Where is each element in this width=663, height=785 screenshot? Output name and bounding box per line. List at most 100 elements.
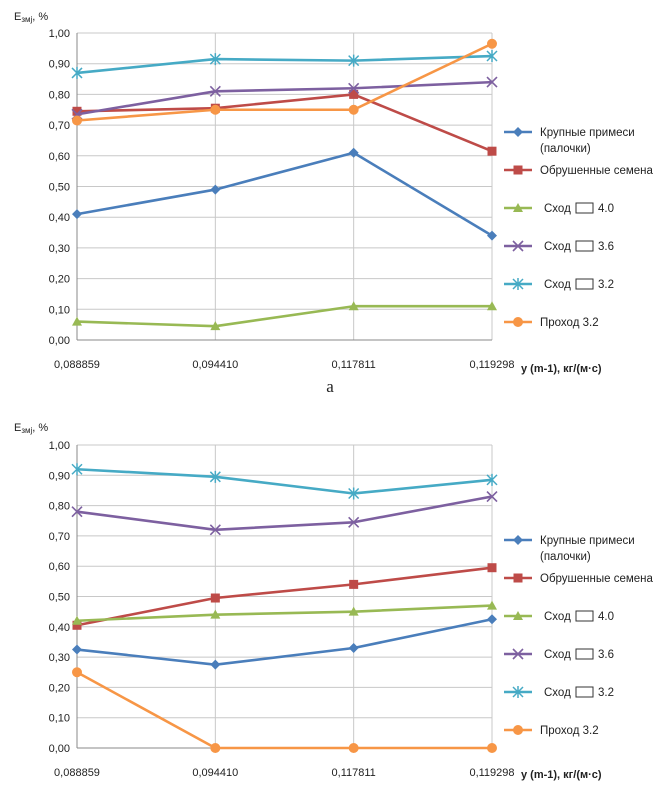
y-tick-label: 0,70: [49, 531, 70, 543]
data-point: [348, 104, 359, 115]
legend-label: Обрушенные семена: [540, 165, 654, 177]
series-6: [72, 38, 497, 126]
y-tick-label: 0,90: [49, 59, 70, 71]
legend-swatch-marker: [513, 317, 523, 327]
y-tick-label: 0,50: [49, 592, 70, 604]
series-4: [71, 490, 498, 536]
y-tick-label: 0,60: [49, 151, 70, 163]
data-point: [210, 743, 221, 753]
series-line: [76, 566, 493, 627]
x-axis-label: y (m-1), кг/(м·с): [521, 769, 602, 781]
series-line: [76, 304, 492, 328]
series-line: [76, 671, 492, 750]
legend-box-glyph: [575, 686, 594, 698]
legend-item: Крупные примеси (палочки): [504, 535, 635, 563]
data-point: [71, 66, 83, 79]
legend-box-glyph: [575, 610, 594, 622]
legend-swatch-marker: [512, 278, 524, 290]
legend-item: Обрушенные семена: [504, 165, 654, 177]
data-point: [72, 667, 82, 678]
data-point: [487, 230, 497, 241]
legend-item: Сход 4.0: [504, 610, 614, 623]
legend-label: Сход: [544, 203, 571, 215]
data-point: [348, 301, 359, 311]
y-tick-label: 0,00: [49, 335, 70, 347]
series-2: [72, 89, 497, 156]
data-point: [486, 473, 498, 486]
x-tick-label: 0,117811: [332, 767, 376, 779]
data-point: [209, 85, 221, 97]
data-point: [348, 147, 359, 158]
legend-label-line2: (палочки): [540, 551, 591, 563]
legend-label-suffix: 4.0: [598, 611, 614, 623]
legend-label-suffix: 4.0: [598, 203, 614, 215]
data-point: [486, 490, 498, 503]
data-point: [348, 743, 359, 753]
legend-swatch-marker: [513, 535, 523, 545]
data-point: [348, 516, 360, 528]
data-point: [210, 659, 221, 670]
data-point: [210, 609, 221, 619]
series-line: [76, 80, 493, 116]
legend-item: Крупные примеси (палочки): [504, 127, 635, 155]
y-tick-label: 0,80: [49, 501, 70, 513]
series-line: [76, 604, 493, 623]
y-tick-label: 0,40: [49, 212, 70, 224]
x-tick-label: 0,117811: [332, 359, 376, 371]
x-tick-label: 0,119298: [469, 767, 514, 779]
data-point: [487, 301, 497, 311]
data-point: [349, 579, 359, 589]
data-point: [72, 644, 82, 655]
y-tick-label: 0,20: [49, 682, 70, 694]
legend-label: Сход: [544, 279, 571, 291]
data-point: [72, 316, 82, 326]
data-point: [348, 82, 360, 94]
series-5: [71, 50, 498, 79]
data-point: [209, 470, 221, 483]
legend: Крупные примеси (палочки) Обрушенные семен…: [504, 127, 654, 329]
legend-label-suffix: 3.6: [598, 241, 614, 253]
series-3: [72, 301, 497, 331]
x-tick-label: 0,119298: [469, 359, 514, 371]
legend-label: Сход: [544, 687, 571, 699]
series-line: [76, 42, 493, 122]
y-tick-label: 0,30: [49, 652, 70, 664]
data-point: [349, 89, 359, 99]
data-point: [487, 38, 497, 49]
data-point: [209, 53, 221, 66]
data-point: [72, 620, 82, 630]
legend-label: Сход: [544, 241, 571, 253]
series-1: [72, 147, 497, 241]
y-tick-label: 0,30: [49, 243, 70, 255]
data-point: [72, 106, 82, 116]
series-line: [76, 93, 493, 153]
legend: Крупные примеси (палочки) Обрушенные семен…: [504, 535, 654, 737]
chart-caption: а: [326, 377, 334, 396]
legend-swatch-marker: [513, 127, 523, 137]
legend-box-glyph: [575, 240, 594, 252]
data-point: [71, 506, 83, 518]
data-point: [487, 600, 497, 610]
series-2: [72, 563, 497, 630]
legend-swatch-marker: [512, 648, 524, 660]
chart-1: 0,00 0,10 0,20 0,30 0,40 0,50 0,60 0,70 0,80 0,90…: [14, 11, 654, 396]
legend-label-suffix: 3.2: [598, 687, 614, 699]
data-point: [210, 593, 220, 603]
x-tick-label: 0,088859: [54, 359, 100, 371]
y-tick-label: 0,40: [49, 622, 70, 634]
data-point: [72, 115, 82, 126]
legend-box-glyph: [575, 202, 594, 214]
legend-item: Сход 3.6: [504, 240, 614, 253]
data-point: [348, 643, 359, 654]
legend-item: Сход 3.2: [504, 278, 614, 291]
y-tick-label: 1,00: [49, 28, 70, 40]
legend-box-glyph: [575, 278, 594, 290]
data-point: [209, 524, 221, 536]
y-tick-label: 1,00: [49, 440, 70, 452]
y-axis-label: Eзмj, %: [14, 11, 48, 24]
legend-label: Крупные примеси: [540, 535, 635, 547]
y-tick-label: 0,00: [49, 743, 70, 755]
x-tick-label: 0,088859: [54, 767, 100, 779]
series-5: [71, 463, 498, 500]
